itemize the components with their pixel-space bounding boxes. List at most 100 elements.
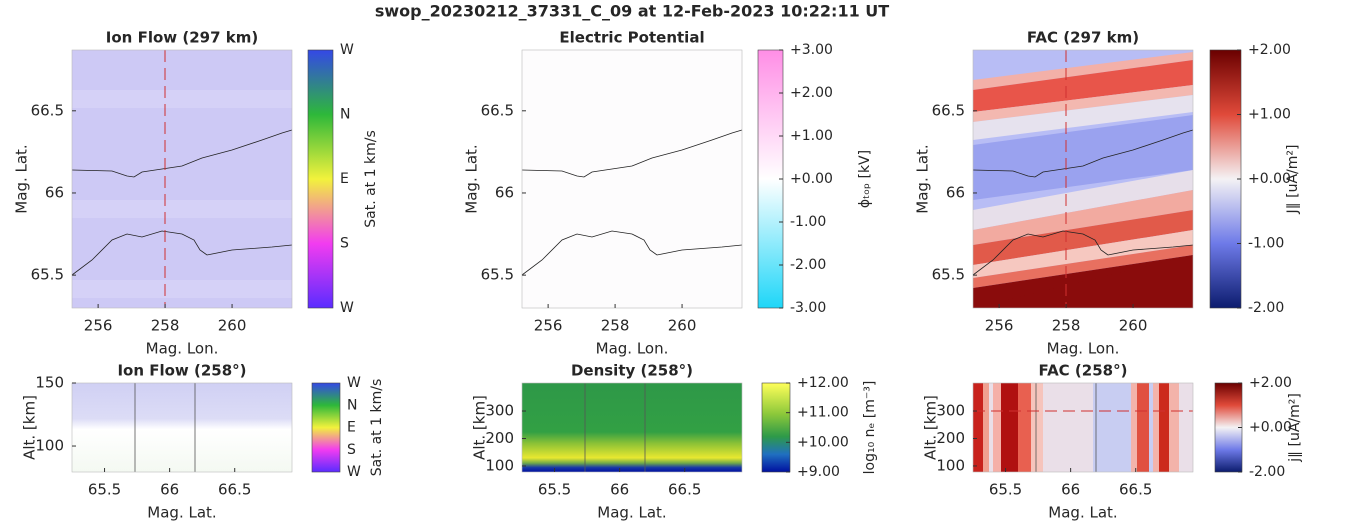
field-band (1018, 383, 1031, 472)
colorbar-label: log₁₀ nₑ [m⁻³] (862, 381, 878, 475)
y-tick-label: 66 (495, 183, 514, 201)
field-image (973, 383, 1193, 472)
colorbar-tick-label: +0.00 (790, 171, 833, 187)
colorbar (307, 49, 334, 309)
x-tick-label: 66.5 (1119, 481, 1152, 499)
plot-frame (972, 382, 1194, 473)
colorbar-tick-label: +11.00 (797, 405, 849, 421)
x-tick-label: 65.5 (88, 481, 121, 499)
colorbar-label: ϕₜₒₚ [kV] (857, 150, 873, 208)
field-image (521, 50, 743, 308)
y-tick-label: 300 (936, 402, 965, 420)
y-axis-label: Alt. [km] (471, 395, 489, 460)
y-axis-label: Mag. Lat. (463, 144, 481, 213)
panel-title: Ion Flow (297 km) (106, 29, 258, 47)
colorbar-tick-label: +2.00 (790, 85, 833, 101)
colorbar-tick-label: +12.00 (797, 375, 849, 391)
colorbar-tick-label: W (347, 464, 361, 480)
contour (521, 129, 743, 178)
plot-frame (71, 49, 293, 309)
field-band (1001, 383, 1018, 472)
plot-frame (521, 382, 743, 473)
x-tick-label: 258 (1052, 317, 1081, 335)
field-band (973, 383, 983, 472)
y-tick-label: 66 (45, 183, 64, 201)
colorbar-tick-label: +2.00 (1248, 42, 1291, 58)
field (72, 50, 292, 308)
colorbar-tick-label: +9.00 (797, 464, 840, 480)
x-tick-label: 66 (610, 481, 629, 499)
x-tick-label: 260 (668, 317, 697, 335)
x-tick-label: 65.5 (538, 481, 571, 499)
field-band (1169, 383, 1179, 472)
x-axis-label: Mag. Lat. (597, 504, 666, 522)
field-band (973, 210, 1193, 265)
field-band (973, 52, 1193, 90)
y-axis-label: Mag. Lat. (914, 144, 932, 213)
colorbar-tick-label: -1.00 (790, 214, 826, 230)
colorbar-tick-label: +2.00 (1249, 375, 1292, 391)
contour (71, 230, 293, 276)
colorbar-tick-label: +10.00 (797, 434, 849, 450)
y-tick-label: 66.5 (932, 101, 965, 119)
x-tick-label: 256 (84, 317, 113, 335)
x-tick-label: 66.5 (218, 481, 251, 499)
contour (972, 230, 1194, 276)
colorbar-tick-label: W (340, 300, 354, 316)
field (522, 50, 742, 308)
field-band (72, 200, 292, 218)
field-image (522, 383, 742, 472)
colorbar-tick-label: +1.00 (790, 128, 833, 144)
field-band (993, 383, 1001, 472)
colorbar-tick-label: -2.00 (790, 257, 826, 273)
panel-title: Electric Potential (559, 29, 704, 47)
colorbar-tick-label: N (347, 397, 357, 413)
y-tick-label: 200 (936, 429, 965, 447)
y-tick-label: 65.5 (481, 266, 514, 284)
field-band (72, 280, 292, 298)
colorbar-tick-label: N (340, 107, 350, 123)
colorbar-tick-label: E (340, 171, 349, 187)
colorbar-tick-label: S (347, 442, 356, 458)
field-band (973, 255, 1193, 308)
panel-title: FAC (258°) (1039, 362, 1128, 380)
x-axis-label: Mag. Lon. (146, 340, 219, 358)
field-band (973, 85, 1193, 122)
field-band (973, 230, 1193, 278)
colorbar-tick-label: -1.00 (1248, 236, 1284, 252)
panel-title: Ion Flow (258°) (117, 362, 246, 380)
y-tick-label: 200 (485, 429, 514, 447)
colorbar (1209, 49, 1242, 309)
colorbar-tick-label: W (340, 42, 354, 58)
colorbar (311, 382, 341, 473)
x-tick-label: 65.5 (989, 481, 1022, 499)
x-tick-label: 260 (218, 317, 247, 335)
y-axis-label: Mag. Lat. (13, 144, 31, 213)
x-tick-label: 66.5 (668, 481, 701, 499)
x-tick-label: 258 (151, 317, 180, 335)
colorbar-label: Sat. at 1 km/s (363, 130, 379, 228)
colorbar-tick-label: +1.00 (1248, 107, 1291, 123)
field-band (973, 245, 1193, 288)
colorbar-label: Sat. at 1 km/s (369, 379, 385, 477)
y-axis-label: Alt. [km] (922, 395, 940, 460)
x-tick-label: 66 (160, 481, 179, 499)
colorbar-tick-label: S (340, 236, 349, 252)
field (522, 383, 742, 472)
y-tick-label: 100 (936, 456, 965, 474)
colorbar-label: J∥ [uA/m²] (1285, 145, 1301, 215)
colorbar-tick-label: +0.00 (1249, 420, 1292, 436)
y-tick-label: 66 (946, 183, 965, 201)
field-image (71, 50, 293, 308)
y-tick-label: 66.5 (31, 101, 64, 119)
y-tick-label: 65.5 (932, 266, 965, 284)
colorbar-tick-label: W (347, 375, 361, 391)
plot-frame (71, 382, 293, 473)
y-tick-label: 65.5 (31, 266, 64, 284)
x-axis-label: Mag. Lon. (596, 340, 669, 358)
field-band (1131, 383, 1137, 472)
plot-frame (521, 49, 743, 309)
colorbar-tick-label: E (347, 420, 356, 436)
contour (521, 230, 743, 276)
